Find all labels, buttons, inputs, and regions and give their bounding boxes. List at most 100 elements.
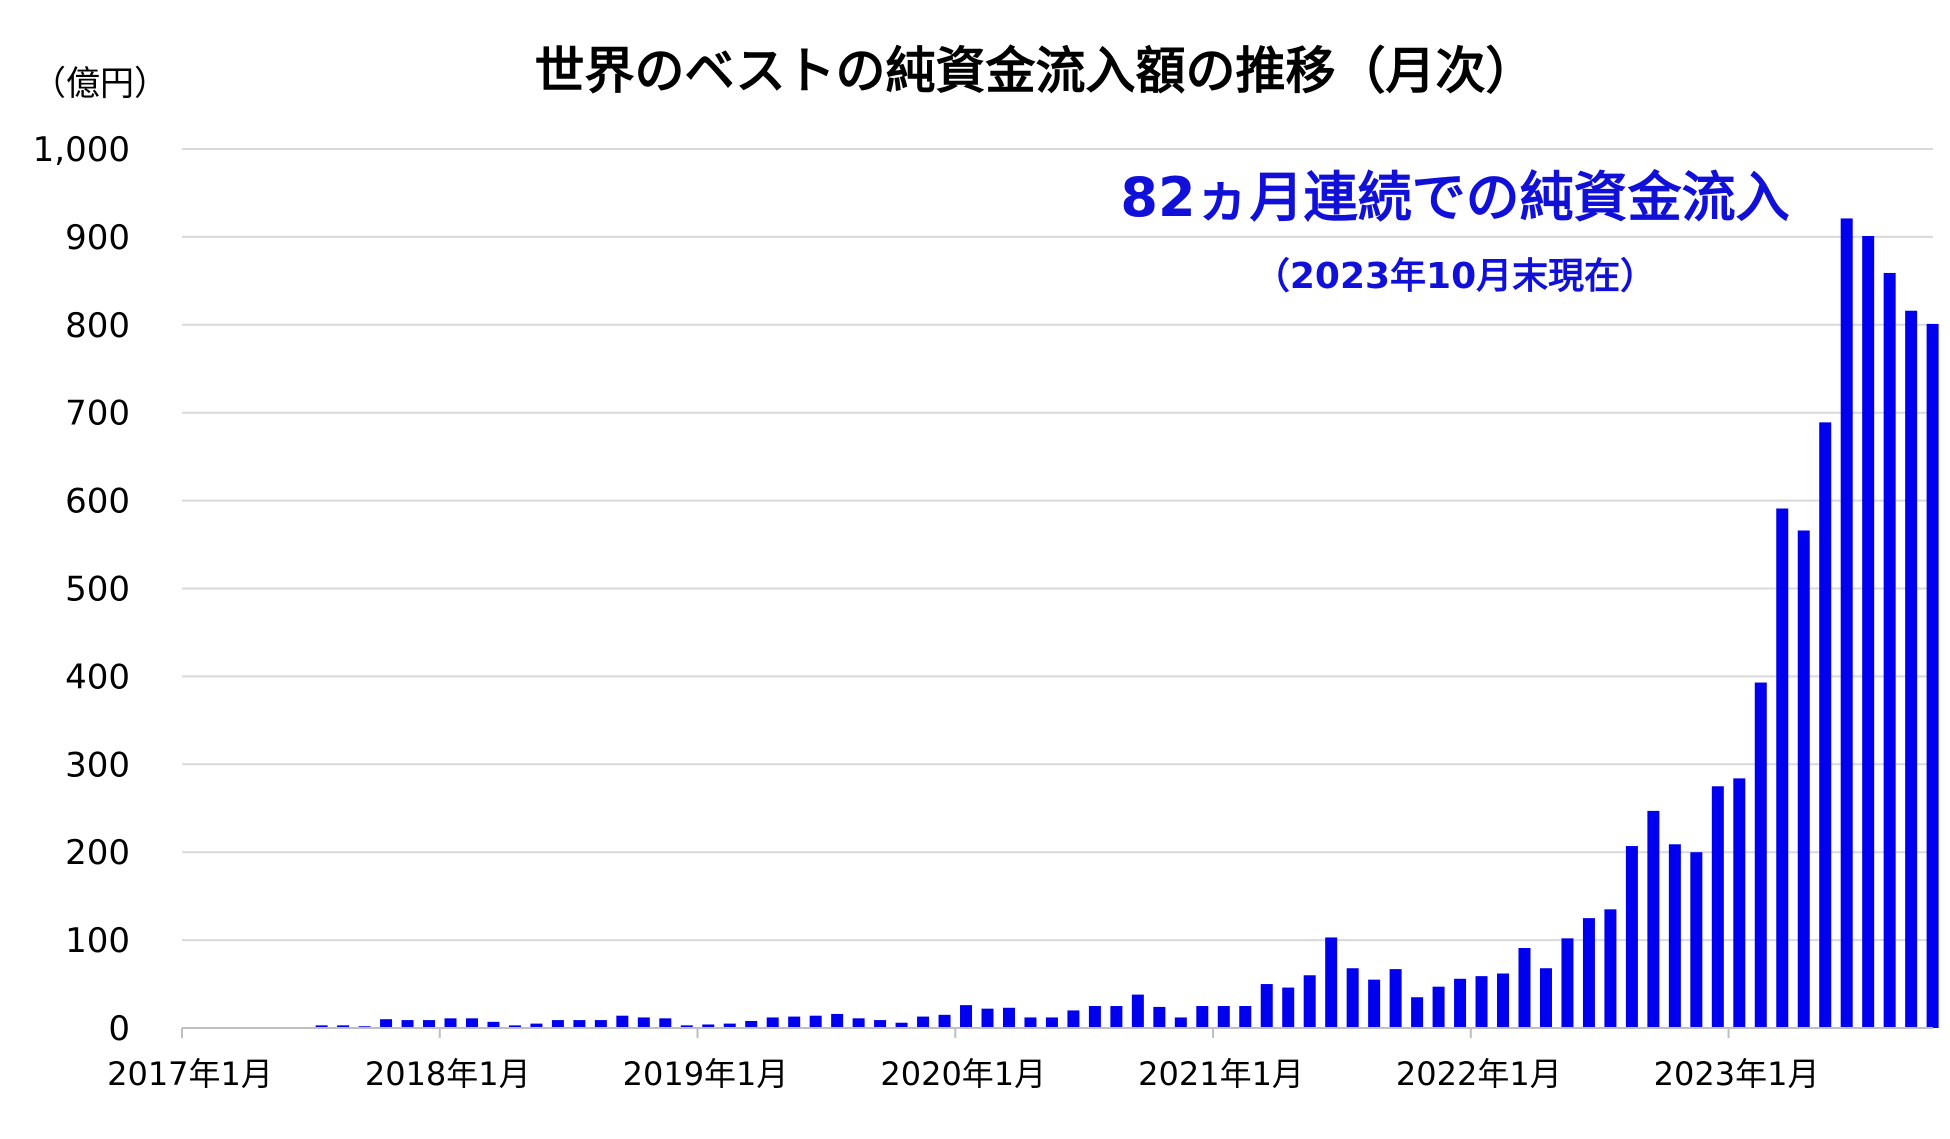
bar [380,1019,393,1028]
bar [1905,310,1918,1029]
bar [1153,1006,1166,1028]
annotation-sub: （2023年10月末現在） [1254,256,1656,297]
bar [444,1018,457,1028]
bar [1045,1017,1058,1028]
bar [766,1017,779,1028]
bar [1411,997,1424,1028]
bar [1196,1006,1209,1028]
bar [1110,1006,1123,1028]
bar [1797,530,1810,1028]
bar [637,1017,650,1028]
bar [1432,986,1445,1028]
bar [981,1008,994,1028]
bar [1088,1006,1101,1028]
gridlines [182,148,1933,942]
bar [508,1025,521,1028]
y-tick-label: 500 [65,570,130,610]
y-tick-label: 400 [65,657,130,697]
bar [1174,1017,1187,1028]
y-tick-label: 700 [65,394,130,434]
y-tick-label: 1,000 [33,130,130,170]
bar [337,1025,350,1028]
bar [874,1020,887,1028]
bar [1840,218,1853,1029]
bar [1582,918,1595,1028]
bar [1776,508,1789,1028]
bar [1454,978,1467,1028]
bar [573,1020,586,1028]
bar [1733,778,1746,1028]
bar [1604,909,1617,1028]
bar [1282,987,1295,1028]
bar [1883,272,1896,1029]
bar [1131,994,1144,1028]
bar [938,1014,951,1028]
y-tick-label: 300 [65,745,130,785]
bar [1862,236,1875,1028]
bar [1926,323,1939,1028]
bar [1625,846,1638,1028]
bar [680,1025,693,1028]
bar [1690,852,1703,1028]
x-axis: 2017年1月 2018年1月 2019年1月 2020年1月 2021年1月 2022年… [107,1027,1933,1093]
bar [1497,973,1510,1028]
bar [1389,969,1402,1028]
bar [487,1021,500,1028]
x-tick-label: 2018年1月 [365,1055,531,1093]
bar [723,1023,736,1028]
bar [1647,810,1660,1028]
bar [1561,938,1574,1028]
bar [1239,1006,1252,1028]
bar [530,1023,543,1028]
bar [852,1018,865,1028]
bar [1024,1017,1037,1028]
y-tick-label: 100 [65,921,130,961]
bar [659,1018,672,1028]
annotation-main: 82ヵ月連続での純資金流入 [1120,166,1789,229]
bar [1325,937,1338,1028]
x-tick-label: 2021年1月 [1138,1055,1304,1093]
x-tick-label: 2022年1月 [1396,1055,1562,1093]
bar [1518,948,1531,1028]
bar [1539,968,1552,1028]
y-tick-label: 600 [65,482,130,522]
bar [895,1022,908,1028]
y-tick-label: 200 [65,833,130,873]
bar [960,1005,973,1028]
bar [423,1020,436,1028]
y-unit-label: （億円） [32,64,168,104]
y-axis-ticks: 0 100 200 300 400 500 600 700 800 900 1,000 [33,130,130,1049]
x-tick-label: 2020年1月 [880,1055,1046,1093]
chart-title: 世界のベストの純資金流入額の推移（月次） [535,42,1536,100]
bar [1668,844,1681,1028]
bar [745,1020,758,1028]
bar [1475,976,1488,1028]
bar [1217,1006,1230,1028]
y-tick-label: 0 [108,1009,130,1049]
bar [1002,1007,1015,1028]
x-tick-label: 2017年1月 [107,1055,273,1093]
bar [1260,984,1273,1028]
bar [809,1015,822,1028]
x-tick-label: 2019年1月 [623,1055,789,1093]
bar [1303,975,1316,1028]
bar [1711,786,1724,1028]
bar [1368,979,1381,1028]
y-tick-label: 800 [65,306,130,346]
bar [551,1020,564,1028]
y-tick-label: 900 [65,218,130,258]
bar [1754,682,1767,1028]
bar [1346,968,1359,1028]
bars [315,218,1939,1029]
x-tick-label: 2023年1月 [1654,1055,1820,1093]
bar [401,1020,414,1028]
bar [917,1016,930,1028]
bar [1819,422,1832,1028]
bar [465,1018,478,1028]
bar [1067,1010,1080,1028]
bar [831,1013,844,1028]
bar [616,1015,629,1028]
bar [788,1016,801,1028]
bar [594,1020,607,1028]
